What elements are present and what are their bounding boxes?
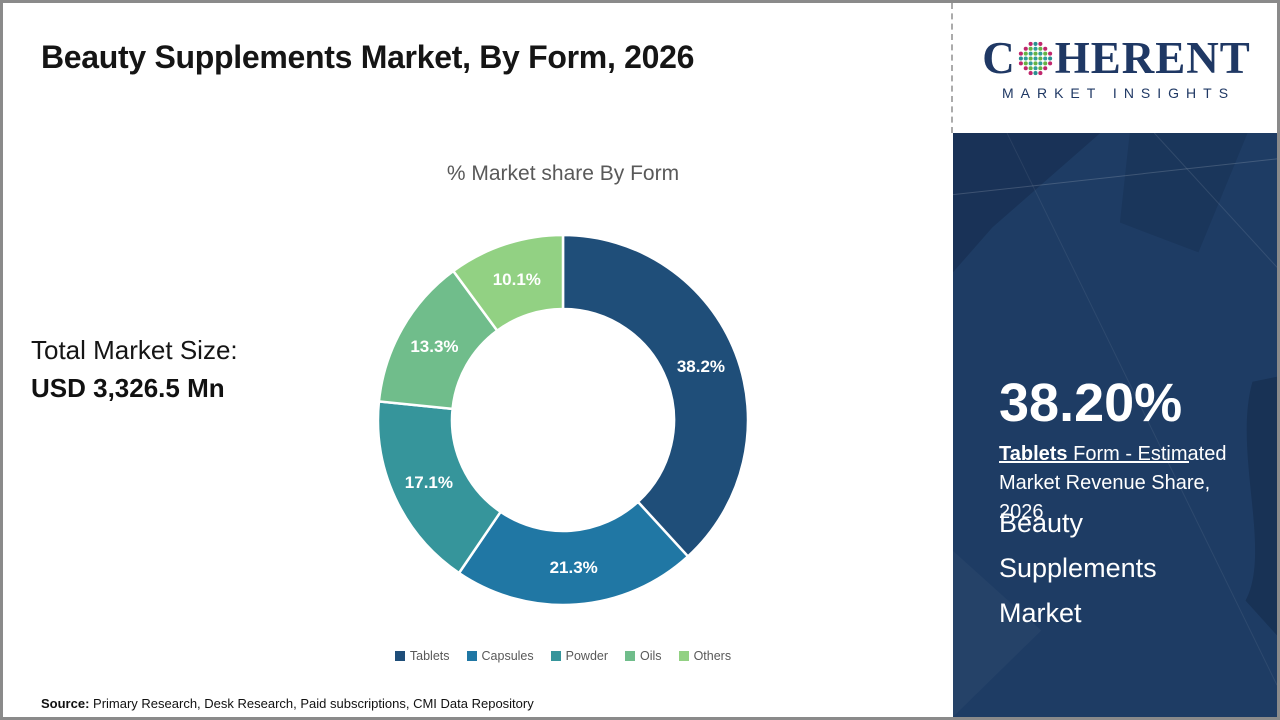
logo-brand: C HERENT (982, 32, 1251, 83)
chart-legend: Tablets Capsules Powder Oils Others (343, 649, 783, 663)
stat-value: 38.20% (999, 373, 1183, 433)
chart-title: % Market share By Form (446, 162, 680, 185)
legend-label: Capsules (481, 649, 534, 663)
stat-description: Tablets Form - Estimated Market Revenue … (999, 440, 1251, 527)
legend-swatch-icon (678, 651, 689, 661)
source-label: Source: (41, 696, 90, 711)
legend-label: Oils (640, 649, 662, 663)
legend-label: Tablets (409, 649, 450, 663)
legend-label: Others (693, 649, 732, 663)
logo-letters-rest: HERENT (1054, 32, 1251, 83)
total-market-block: Total Market Size: USD 3,326.5 Mn (31, 331, 238, 407)
legend-swatch-icon (394, 651, 405, 661)
legend-item-others: Others (678, 649, 732, 663)
legend-swatch-icon (625, 651, 636, 661)
pie-label-powder: 17.1% (405, 473, 453, 492)
legend-item-oils: Oils (625, 649, 662, 663)
pie-slice-tablets (561, 233, 750, 558)
globe-dots (1018, 41, 1052, 75)
donut-chart-svg: 38.2% 21.3% 17.1% 13.3% 10.1% (376, 233, 750, 607)
pie-label-capsules: 21.3% (550, 558, 598, 577)
pie-label-tablets: 38.2% (677, 357, 725, 376)
market-name: Beauty Supplements Market (999, 508, 1157, 628)
stat-description-bold: Tablets (999, 443, 1068, 465)
logo-subtitle: MARKET INSIGHTS (1001, 84, 1236, 101)
legend-item-capsules: Capsules (466, 649, 534, 663)
coherent-globe-icon (1018, 41, 1052, 75)
total-market-value: USD 3,326.5 Mn (31, 373, 225, 403)
legend-item-powder: Powder (550, 649, 609, 663)
legend-swatch-icon (550, 651, 561, 661)
pie-label-others: 10.1% (493, 270, 541, 289)
logo-letter-c: C (982, 32, 1016, 83)
legend-swatch-icon (466, 651, 477, 661)
logo-area: C HERENT MARKET INSIGHTS (951, 3, 1277, 133)
page-title: Beauty Supplements Market, By Form, 2026 (41, 39, 695, 75)
stat-description-rest: Form - Estimated Market Revenue Share, 2… (999, 443, 1227, 523)
sidebar-divider (999, 461, 1189, 463)
pie-slice-capsules (457, 500, 690, 607)
legend-label: Powder (565, 649, 609, 663)
total-market-label: Total Market Size: (31, 335, 238, 365)
source-note: Source: Primary Research, Desk Research,… (41, 696, 534, 711)
pie-label-oils: 13.3% (410, 337, 458, 356)
sidebar-map-texture (953, 133, 1277, 686)
sidebar-panel: Tablets Form - Estimated Market Revenue … (953, 133, 1277, 717)
pie-slice-others (452, 233, 565, 332)
legend-item-tablets: Tablets (394, 649, 450, 663)
source-text: Primary Research, Desk Research, Paid su… (89, 696, 534, 711)
